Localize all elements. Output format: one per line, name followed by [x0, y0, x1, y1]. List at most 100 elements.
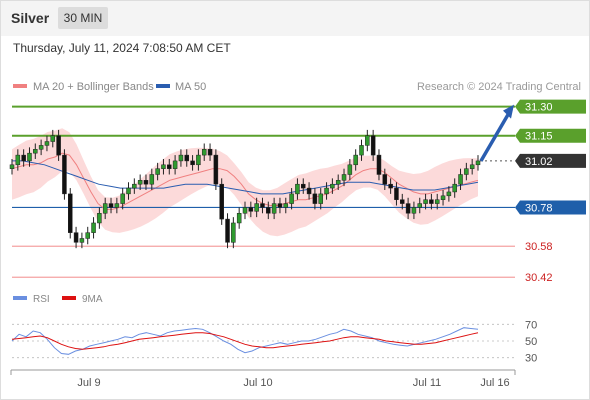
candle-body: [184, 154, 189, 162]
candle-body: [102, 203, 108, 214]
candle-body: [219, 183, 224, 220]
level-label-30.58: 30.58: [525, 241, 553, 253]
level-label-30.78: 30.78: [525, 202, 553, 214]
bollinger-band: [12, 128, 478, 237]
ma20-legend-label: MA 20 + Bollinger Bands: [33, 81, 154, 93]
ma50-legend-label: MA 50: [175, 81, 206, 93]
candle-body: [394, 187, 399, 200]
candle-body: [236, 213, 242, 224]
candle-body: [207, 149, 213, 156]
rsi-ma-legend-label: 9MA: [82, 294, 103, 305]
candle-body: [312, 193, 318, 204]
candle-body: [27, 152, 32, 162]
target-arrow: [479, 113, 510, 162]
candle-body: [277, 203, 283, 208]
candle-body: [33, 149, 38, 154]
candle-body: [417, 203, 422, 208]
candle-body: [429, 199, 434, 204]
candle-body: [458, 174, 463, 185]
candle-body: [126, 187, 131, 195]
candle-body: [434, 199, 440, 204]
candle-body: [196, 154, 201, 166]
credit-text: Research © 2024 Trading Central: [417, 81, 581, 93]
candle-body: [411, 207, 417, 214]
candle-body: [79, 238, 85, 243]
x-tick-jul-16: Jul 16: [480, 377, 509, 389]
candle-body: [365, 135, 370, 146]
candle-body: [231, 222, 236, 243]
candle-body: [306, 187, 312, 195]
candle-body: [143, 180, 149, 185]
candle-body: [289, 193, 294, 204]
candle-body: [260, 203, 265, 208]
candle-body: [201, 149, 207, 156]
candle-body: [475, 160, 481, 166]
candle-body: [347, 164, 353, 175]
candle-body: [318, 193, 323, 204]
level-label-31.30: 31.30: [525, 102, 553, 114]
candle-body: [21, 154, 26, 162]
candle-body: [254, 203, 259, 212]
candle-body: [382, 174, 388, 185]
candle-body: [301, 183, 306, 189]
candle-body: [50, 135, 56, 142]
candle-body: [376, 154, 382, 175]
candle-body: [190, 160, 195, 166]
rsi-legend-swatch: [13, 296, 27, 300]
candle-body: [440, 195, 446, 200]
level-label-31.15: 31.15: [525, 131, 553, 143]
candle-body: [85, 232, 90, 239]
rsi-tick-70: 70: [525, 319, 537, 331]
candle-body: [114, 203, 120, 208]
candle-body: [178, 154, 184, 162]
timestamp: Thursday, July 11, 2024 7:08:50 AM CET: [13, 41, 231, 55]
level-tag-31.02: [515, 153, 586, 168]
candle-body: [9, 164, 15, 169]
x-tick-jul-10: Jul 10: [243, 377, 272, 389]
candle-body: [172, 160, 178, 169]
candle-body: [324, 187, 329, 195]
candle-body: [283, 203, 289, 208]
level-label-30.42: 30.42: [525, 272, 553, 284]
candle-body: [56, 135, 61, 156]
rsi-line: [11, 327, 479, 355]
rsi-tick-50: 50: [525, 336, 537, 348]
candle-body: [405, 203, 411, 214]
rsi-ma-line: [11, 332, 479, 350]
candle-body: [213, 154, 219, 185]
candle-body: [137, 180, 143, 185]
candle-body: [91, 222, 96, 233]
candle-body: [423, 199, 428, 204]
candle-body: [155, 168, 160, 175]
candle-body: [132, 183, 137, 189]
candle-body: [271, 203, 277, 214]
candle-body: [62, 154, 67, 195]
candle-body: [242, 207, 248, 214]
rsi-ma-legend-swatch: [62, 296, 76, 300]
candle-body: [73, 232, 79, 243]
candle-body: [68, 193, 73, 233]
candle-body: [15, 154, 21, 166]
candle-body: [335, 180, 341, 185]
candle-body: [446, 191, 452, 197]
candle-body: [161, 164, 166, 169]
candle-body: [120, 193, 125, 204]
candle-body: [370, 135, 376, 156]
ma20-line: [11, 152, 479, 210]
candle-body: [108, 203, 114, 208]
rsi-tick-30: 30: [525, 353, 537, 365]
candle-body: [469, 164, 475, 169]
symbol-title: Silver: [11, 10, 50, 26]
candle-body: [248, 207, 254, 212]
candle-body: [266, 207, 271, 214]
candle-body: [38, 145, 44, 150]
candle-body: [359, 145, 364, 156]
candle-body: [388, 183, 393, 189]
candle-body: [353, 154, 358, 166]
target-arrow-head: [503, 104, 514, 119]
candle-body: [225, 218, 230, 243]
chart-header: Silver 30 MIN: [0, 0, 590, 36]
timeframe-button[interactable]: 30 MIN: [58, 7, 108, 29]
candle-body: [44, 141, 50, 146]
